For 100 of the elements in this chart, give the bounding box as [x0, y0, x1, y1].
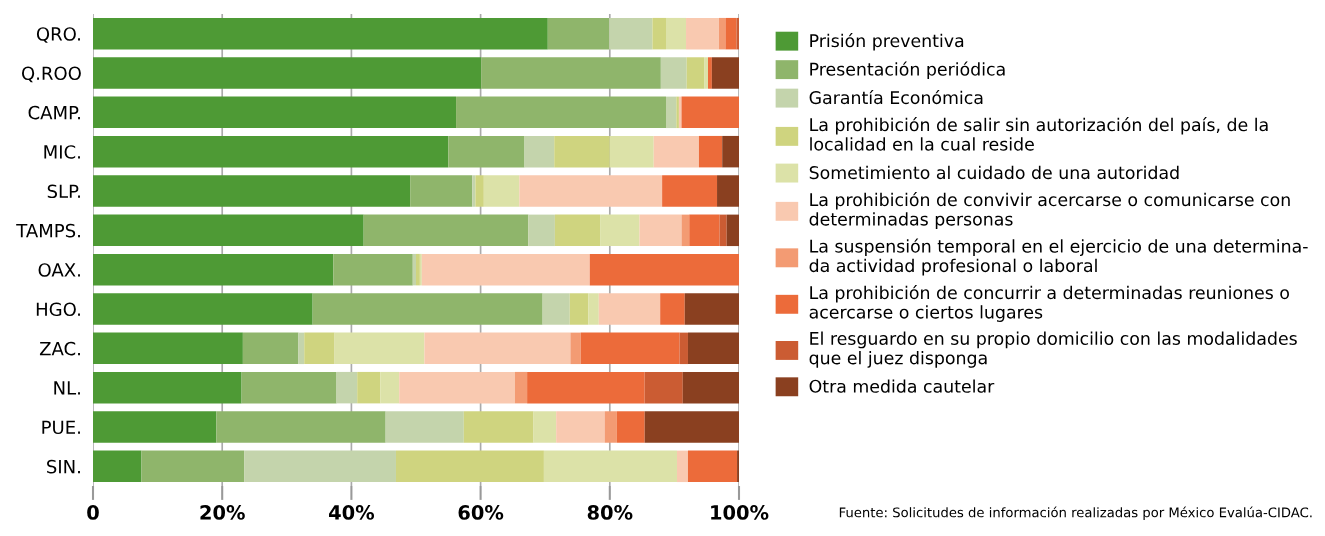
bar — [363, 214, 529, 247]
bar — [569, 293, 589, 325]
y-tick-label: NL. — [54, 381, 80, 395]
bar — [333, 253, 413, 286]
bar — [528, 214, 555, 247]
y-tick-label: SLP. — [47, 184, 80, 199]
y-tick-label: Q.ROO — [21, 66, 81, 83]
bar — [241, 371, 337, 404]
bar — [682, 371, 739, 404]
bar — [93, 411, 217, 443]
source-note: Fuente: Solicitudes de información realizadas por México Evalúa-CIDAC. — [839, 506, 1312, 520]
legend-label: Prisión preventiva — [810, 33, 964, 51]
bar — [722, 135, 739, 168]
bar — [554, 214, 601, 247]
bar — [93, 293, 313, 325]
bar — [472, 175, 476, 207]
bar — [514, 371, 528, 404]
bar — [554, 135, 610, 168]
bar — [93, 17, 548, 50]
bar — [679, 332, 688, 365]
x-tick-label: 100% — [711, 505, 769, 520]
bar — [588, 293, 599, 325]
bar — [93, 96, 457, 129]
bar — [666, 96, 677, 129]
y-tick-label: PUE. — [42, 420, 80, 435]
bar — [704, 57, 708, 89]
y-tick-label: QRO. — [36, 27, 80, 43]
bar — [336, 371, 358, 404]
bar — [676, 450, 688, 483]
bar — [483, 175, 520, 207]
bar — [570, 332, 581, 365]
bar — [652, 17, 666, 50]
bar — [421, 253, 590, 286]
bar — [718, 17, 726, 50]
bar — [736, 17, 739, 50]
bar — [684, 293, 739, 325]
bar — [456, 96, 666, 129]
bar — [481, 57, 661, 89]
bar — [527, 371, 645, 404]
bar — [687, 450, 738, 483]
x-tick-label: 0 — [87, 505, 99, 520]
y-tick-label: CAMP. — [28, 105, 80, 120]
legend-label: Presentación periódica — [810, 61, 1005, 80]
bar — [380, 371, 400, 404]
bar — [717, 175, 739, 207]
legend-label: Sometimiento al cuidado de una autoridad — [809, 165, 1179, 180]
bar — [662, 175, 718, 207]
bar — [726, 214, 739, 247]
bar — [698, 135, 723, 168]
bar — [298, 332, 305, 365]
bar — [639, 214, 682, 247]
bar — [412, 253, 416, 286]
bar — [93, 332, 243, 365]
bar — [141, 450, 245, 483]
bar — [357, 371, 381, 404]
bar — [689, 214, 720, 247]
bar — [660, 293, 685, 325]
bar — [93, 371, 242, 404]
y-tick-label: TAMPS. — [16, 223, 80, 238]
bar — [707, 57, 712, 89]
bar — [598, 293, 661, 325]
y-tick-label: SIN. — [47, 459, 80, 474]
bar — [644, 371, 683, 404]
bar — [304, 332, 335, 365]
bar — [725, 17, 737, 50]
x-tick-label: 80% — [587, 505, 633, 520]
bar — [424, 332, 571, 365]
bar — [395, 450, 544, 483]
bar — [666, 17, 687, 50]
bar — [686, 17, 719, 50]
bar — [609, 17, 653, 50]
bar — [93, 253, 334, 286]
legend-label: La prohibición de convivir acercarse o comunicarse con determinadas personas — [809, 192, 1290, 230]
bar — [681, 96, 739, 129]
bar — [463, 411, 534, 443]
bar — [686, 57, 705, 89]
bar — [93, 175, 411, 207]
bar — [719, 214, 727, 247]
bar — [244, 450, 396, 483]
bar — [542, 293, 570, 325]
bar — [616, 411, 645, 443]
legend-label: Otra medida cautelar — [809, 379, 995, 393]
bar — [533, 411, 557, 443]
bar — [93, 57, 482, 89]
bar — [711, 57, 739, 89]
bar — [589, 253, 739, 286]
bar — [580, 332, 680, 365]
bar — [660, 57, 687, 89]
bar — [687, 332, 739, 365]
bar — [93, 450, 142, 483]
x-tick-label: 20% — [200, 505, 245, 520]
bar — [334, 332, 425, 365]
bar — [399, 371, 515, 404]
y-tick-label: MIC. — [44, 145, 80, 159]
bar — [609, 135, 654, 168]
bar — [93, 135, 449, 168]
y-tick-label: OAX. — [38, 263, 80, 277]
bar — [410, 175, 473, 207]
bar — [543, 450, 677, 483]
bar — [242, 332, 299, 365]
